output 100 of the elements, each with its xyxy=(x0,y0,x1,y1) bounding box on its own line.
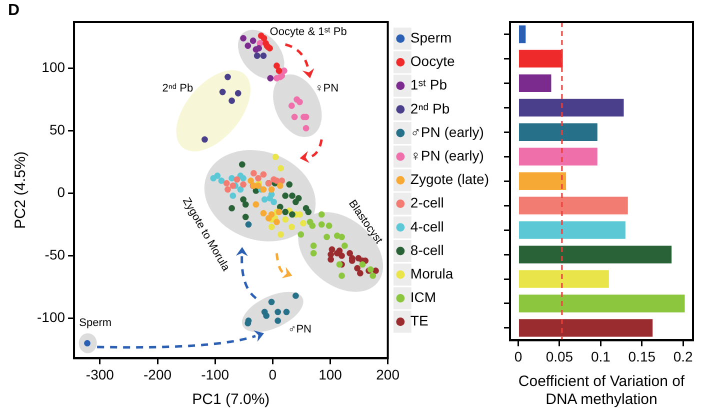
legend-label: Sperm xyxy=(410,29,452,46)
point xyxy=(256,45,262,52)
point xyxy=(289,192,296,199)
point xyxy=(268,298,275,306)
x-tick-label: 0.15 xyxy=(628,348,656,364)
annotation: ♂PN xyxy=(288,323,312,336)
point xyxy=(341,242,348,249)
point xyxy=(282,208,289,216)
y-tick-label: 100 xyxy=(42,59,66,76)
annotation: ♀PN xyxy=(315,82,339,94)
point xyxy=(252,201,260,208)
x-tick-label: 0 xyxy=(268,366,277,382)
point xyxy=(305,208,312,216)
point xyxy=(282,216,289,223)
point xyxy=(283,308,290,316)
point xyxy=(298,231,304,238)
point xyxy=(224,74,231,80)
legend-label: ICM xyxy=(410,289,436,306)
x-tick-label: -300 xyxy=(86,366,114,382)
point xyxy=(240,35,246,42)
point xyxy=(276,182,284,189)
annotation: Sperm xyxy=(79,317,112,330)
bar xyxy=(518,25,526,44)
point xyxy=(274,308,282,316)
x-axis-title: Coefficient of Variation of DNA methylation xyxy=(518,373,686,408)
legend-label: 4-cell xyxy=(410,218,444,234)
point xyxy=(289,211,296,218)
point xyxy=(273,62,280,69)
point xyxy=(242,201,249,208)
point xyxy=(237,186,244,193)
point xyxy=(244,42,252,49)
point xyxy=(336,248,343,254)
legend-label: 8-cell xyxy=(410,242,444,258)
point xyxy=(267,75,274,82)
point xyxy=(240,196,246,203)
point xyxy=(338,252,345,259)
point xyxy=(336,261,343,268)
point xyxy=(250,170,257,176)
x-tick-label: -200 xyxy=(143,366,172,382)
legend-label: Morula xyxy=(410,265,454,282)
point xyxy=(242,214,249,220)
bar xyxy=(518,221,626,239)
bar xyxy=(518,319,653,337)
bar xyxy=(518,74,552,92)
legend-label: 2ⁿᵈ Pb xyxy=(410,100,450,116)
point xyxy=(248,178,254,184)
x-tick-label: 100 xyxy=(318,366,342,382)
point xyxy=(326,222,332,229)
point xyxy=(300,220,306,226)
point xyxy=(268,186,275,193)
bar xyxy=(518,50,563,68)
point xyxy=(255,175,262,182)
x-axis-title: PC1 (7.0%) xyxy=(192,391,270,408)
point xyxy=(219,88,226,96)
point xyxy=(346,250,354,256)
point xyxy=(354,265,360,272)
point xyxy=(238,161,246,168)
point xyxy=(288,102,295,109)
bar xyxy=(518,294,685,312)
point xyxy=(276,68,282,74)
text: D xyxy=(8,2,20,20)
point xyxy=(273,218,280,226)
point xyxy=(224,186,231,193)
point xyxy=(370,272,376,279)
legend-label: TE xyxy=(410,312,428,329)
point xyxy=(310,250,317,256)
point xyxy=(230,192,236,199)
bar xyxy=(518,172,566,190)
point xyxy=(324,234,330,240)
point xyxy=(338,234,345,240)
legend-label: 1ˢᵗ Pb xyxy=(410,76,448,93)
legend-label: ♀PN (early) xyxy=(410,147,484,164)
point xyxy=(302,125,310,132)
point xyxy=(268,211,275,218)
point xyxy=(228,175,235,182)
point xyxy=(286,181,293,188)
point xyxy=(263,312,270,319)
point xyxy=(260,35,268,42)
legend-label: 2-cell xyxy=(410,194,444,211)
point xyxy=(296,98,303,106)
x-tick-label: 200 xyxy=(376,366,400,382)
point xyxy=(218,178,225,184)
point xyxy=(260,210,267,216)
y-tick-label: 0 xyxy=(57,184,66,200)
point xyxy=(244,320,252,326)
point xyxy=(309,222,316,229)
x-tick-label: 0.05 xyxy=(546,348,574,364)
bar xyxy=(518,123,598,141)
x-tick-label: 0 xyxy=(514,348,522,364)
point xyxy=(276,208,282,216)
point xyxy=(254,52,260,59)
point xyxy=(282,192,289,199)
point xyxy=(268,224,275,230)
legend-label: Zygote (late) xyxy=(410,171,490,188)
point xyxy=(278,178,286,184)
point xyxy=(274,318,282,324)
annotation: 2ⁿᵈ Pb xyxy=(162,82,194,94)
point xyxy=(228,98,235,104)
point xyxy=(278,165,284,172)
bar xyxy=(518,196,628,214)
